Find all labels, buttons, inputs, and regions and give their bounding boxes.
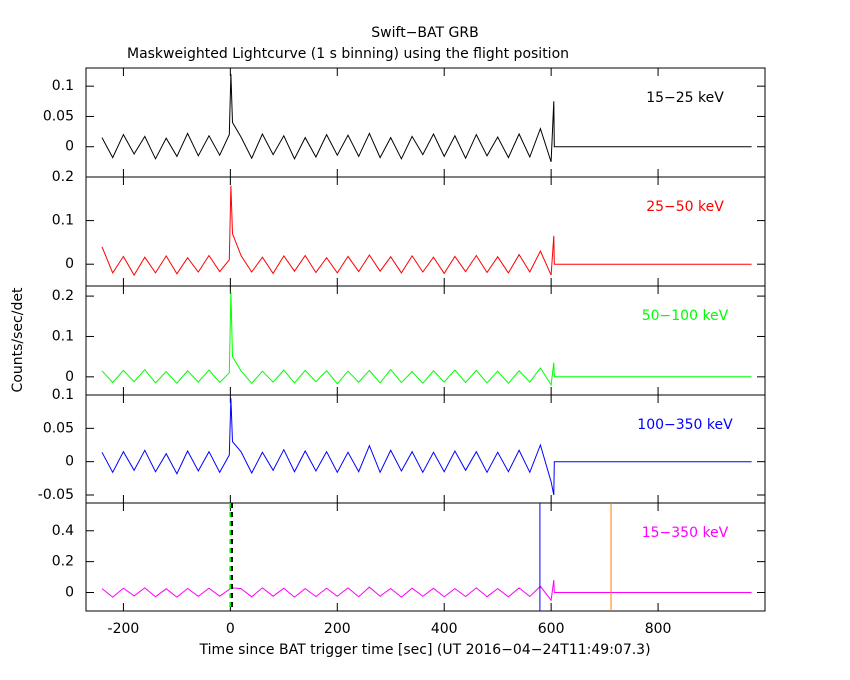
y-tick-label: 0	[65, 139, 74, 155]
y-tick-label: 0.1	[52, 213, 74, 229]
chart-subtitle: Maskweighted Lightcurve (1 s binning) us…	[127, 46, 569, 62]
y-tick-label: 0.2	[52, 554, 74, 570]
y-tick-label: 0	[65, 369, 74, 385]
panel-label: 15−25 keV	[646, 90, 724, 106]
panel-frame	[85, 67, 766, 178]
light-curve	[101, 185, 752, 277]
panel-frame	[85, 502, 766, 612]
x-tick-label: 0	[226, 621, 235, 637]
y-axis-label: Counts/sec/det	[10, 287, 26, 392]
x-tick-label: 200	[324, 621, 351, 637]
y-tick-label: 0	[65, 454, 74, 470]
x-tick-label: -200	[108, 621, 140, 637]
y-tick-label: 0.2	[52, 288, 74, 304]
panel-frame	[85, 394, 766, 504]
y-tick-label: 0	[65, 584, 74, 600]
chart-title: Swift−BAT GRB	[371, 25, 478, 41]
y-tick-label: 0.05	[43, 108, 74, 124]
y-tick-label: 0.1	[52, 328, 74, 344]
x-tick-label: 800	[645, 621, 672, 637]
x-tick-label: 400	[431, 621, 458, 637]
light-curve	[101, 74, 752, 163]
x-tick-label: 600	[538, 621, 565, 637]
panel-label: 25−50 keV	[646, 199, 724, 215]
y-tick-label: 0.4	[52, 523, 74, 539]
y-tick-label: 0	[65, 256, 74, 272]
y-tick-label: 0.05	[43, 420, 74, 436]
panel-frame	[85, 285, 766, 396]
panel-label: 100−350 keV	[637, 417, 733, 433]
y-tick-label: 0.1	[52, 387, 74, 403]
y-tick-label: 0.2	[52, 169, 74, 185]
panel-label: 50−100 keV	[642, 308, 729, 324]
light-curve	[101, 398, 752, 496]
x-axis-label: Time since BAT trigger time [sec] (UT 20…	[198, 642, 650, 658]
light-curve	[101, 580, 752, 602]
y-tick-label: -0.05	[38, 487, 74, 503]
y-tick-label: 0.1	[52, 78, 74, 94]
light-curve	[101, 292, 752, 387]
panel-label: 15−350 keV	[642, 525, 729, 541]
panel-frame	[85, 176, 766, 287]
